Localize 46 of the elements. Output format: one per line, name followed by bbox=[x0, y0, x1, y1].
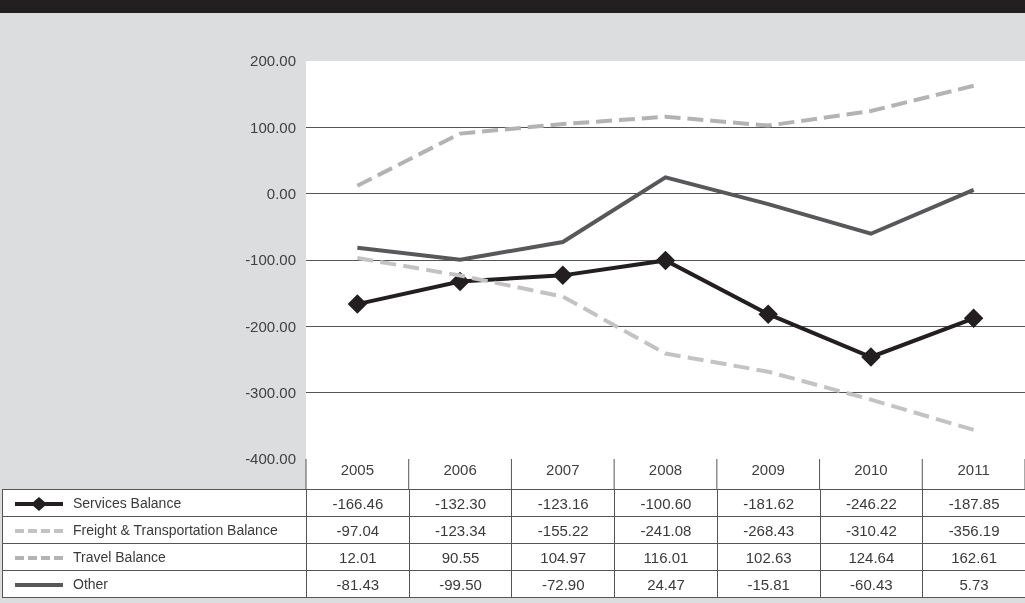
y-tick-label: 0.00 bbox=[266, 184, 296, 202]
x-tick-label: 2009 bbox=[751, 461, 785, 478]
x-tick-label: 2011 bbox=[957, 461, 990, 478]
x-tick-label: 2006 bbox=[443, 461, 477, 478]
legend-label: Other bbox=[73, 576, 109, 592]
data-label: -99.50 bbox=[439, 575, 482, 593]
data-label: 12.01 bbox=[339, 548, 377, 566]
data-label: -187.85 bbox=[948, 494, 1000, 512]
data-label: -60.43 bbox=[850, 575, 893, 593]
data-label: -181.62 bbox=[743, 494, 795, 512]
y-tick-label: 200.00 bbox=[250, 52, 296, 70]
data-label: -166.46 bbox=[332, 494, 384, 512]
data-label: -310.42 bbox=[845, 521, 897, 539]
x-tick-label: 2005 bbox=[340, 461, 375, 478]
data-label: 90.55 bbox=[441, 548, 480, 566]
legend-label: Travel Balance bbox=[73, 549, 166, 565]
data-label: 162.61 bbox=[951, 548, 998, 566]
x-tick-label: 2008 bbox=[648, 461, 683, 478]
y-tick-label: 100.00 bbox=[250, 118, 296, 136]
data-label: -81.43 bbox=[336, 575, 380, 593]
x-tick-label: 2010 bbox=[854, 461, 888, 478]
data-label: -97.04 bbox=[336, 521, 380, 539]
data-label: 102.63 bbox=[745, 548, 792, 566]
y-tick-label: -200.00 bbox=[245, 317, 296, 335]
data-label: -268.43 bbox=[743, 521, 795, 539]
legend-label: Services Balance bbox=[73, 494, 182, 511]
data-label: 104.97 bbox=[540, 548, 587, 566]
data-label: -241.08 bbox=[640, 521, 692, 539]
data-label: -123.16 bbox=[537, 494, 589, 512]
data-label: -246.22 bbox=[845, 494, 897, 512]
y-tick-label: -400.00 bbox=[245, 450, 296, 468]
y-tick-label: -300.00 bbox=[245, 383, 296, 401]
y-tick-label: -100.00 bbox=[245, 251, 296, 269]
data-label: -155.22 bbox=[537, 521, 589, 539]
legend-label: Freight & Transportation Balance bbox=[73, 522, 278, 538]
x-tick-label: 2007 bbox=[546, 461, 580, 478]
data-label: -100.60 bbox=[640, 494, 692, 512]
data-label: -356.19 bbox=[948, 521, 1000, 539]
data-label: 124.64 bbox=[848, 548, 895, 566]
data-label: -15.81 bbox=[747, 575, 790, 593]
data-label: -132.30 bbox=[435, 494, 486, 512]
data-label: 24.47 bbox=[647, 575, 685, 593]
data-label: 5.73 bbox=[959, 575, 989, 593]
data-label: 116.01 bbox=[643, 548, 689, 566]
data-label: -72.90 bbox=[541, 575, 585, 593]
data-label: -123.34 bbox=[435, 521, 486, 539]
